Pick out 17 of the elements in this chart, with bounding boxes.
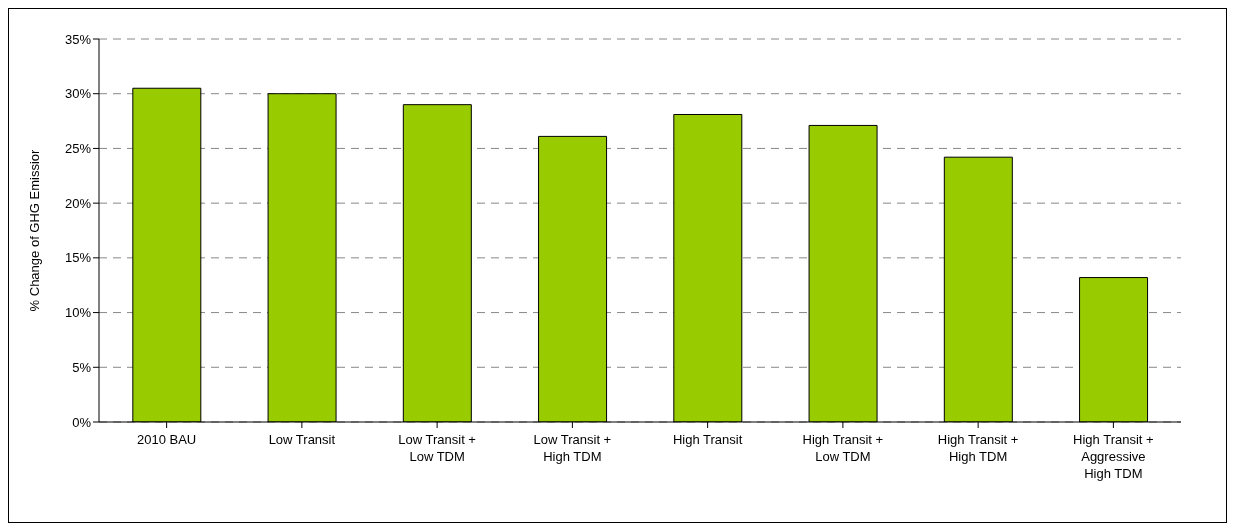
y-tick-label: 20% [64, 195, 92, 211]
x-tick-label: Low Transit + Low TDM [398, 432, 476, 464]
x-tick-label: High Transit + Low TDM [802, 432, 884, 464]
x-tick-label: 2010 BAU [136, 432, 197, 447]
x-tick-label: Low Transit [268, 432, 336, 447]
y-tick-label: 15% [64, 250, 92, 266]
x-tick-label: High Transit + Aggressive High TDM [1073, 432, 1154, 481]
y-tick-label: 30% [64, 86, 92, 102]
x-tick-label: Low Transit + High TDM [533, 432, 612, 464]
y-tick-label: 25% [64, 141, 92, 157]
y-axis-title: % Change of GHG Emissior [26, 148, 42, 312]
y-tick-label: 10% [64, 305, 92, 321]
x-tick-label: High Transit [672, 432, 743, 447]
x-tick-label: High Transit + High TDM [937, 432, 1019, 464]
y-tick-label: 5% [72, 359, 92, 375]
y-tick-label: 0% [72, 414, 92, 430]
y-tick-label: 35% [64, 31, 92, 47]
